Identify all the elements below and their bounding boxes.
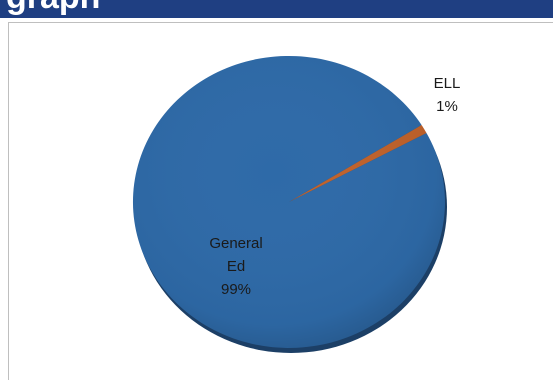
data-label-general-ed-line: Ed <box>227 258 245 275</box>
slide-title-partial: graph <box>6 0 100 14</box>
pie-overlay <box>133 56 445 348</box>
pie-shading <box>133 56 445 348</box>
pie-labels: General Ed 99% ELL 1% <box>209 75 460 298</box>
data-label-ell-line: ELL <box>434 75 461 92</box>
data-label-general-ed-line: General <box>209 235 262 252</box>
data-label-general-ed: General Ed 99% <box>209 235 262 298</box>
data-label-ell-line: 1% <box>436 98 458 115</box>
data-label-general-ed-line: 99% <box>221 281 251 298</box>
title-band: graph <box>0 0 553 18</box>
data-label-ell: ELL 1% <box>434 75 461 115</box>
